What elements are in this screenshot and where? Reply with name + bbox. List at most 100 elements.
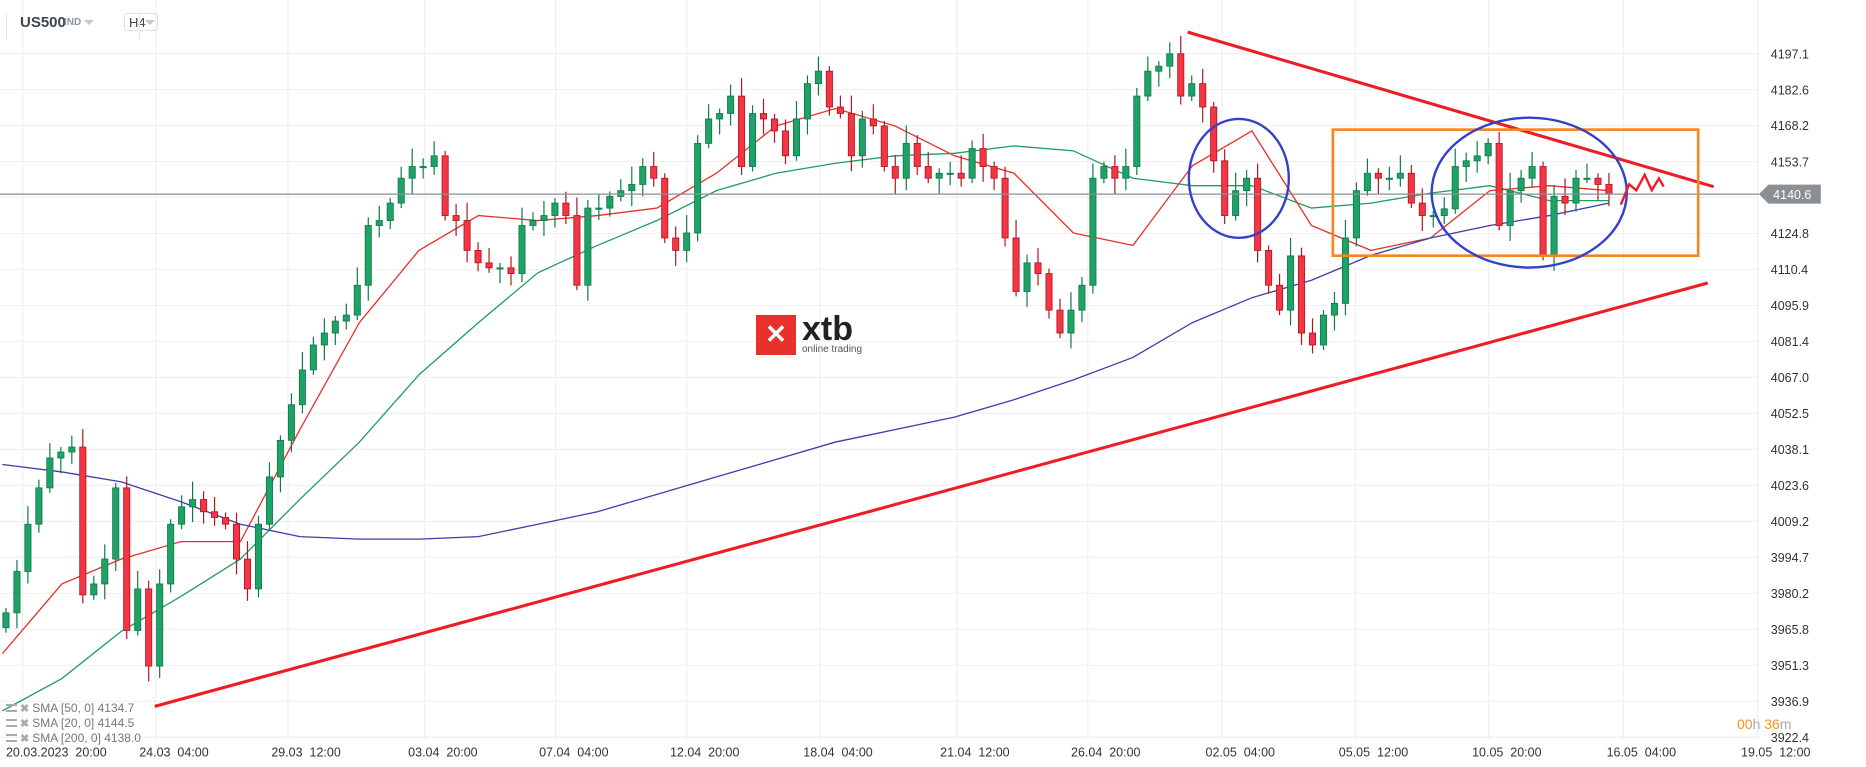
candle-body-up [705,118,713,144]
candle [1232,172,1240,221]
price-tick-label: 4023.6 [1771,479,1809,493]
candle-body-down [979,148,987,167]
candle [529,212,537,231]
candle [1199,68,1207,123]
candle-body-up [1572,177,1580,204]
candle-body-up [803,83,811,120]
candle-body-up [1287,255,1295,311]
candle-body-down [1561,195,1569,204]
candle [518,207,526,283]
candle-body-up [968,148,976,179]
candle [1319,310,1327,350]
remove-icon[interactable]: ✖ [20,732,30,745]
time-tick-label: 26.04 20:00 [1071,745,1141,759]
chevron-down-icon [145,20,155,25]
candle [35,479,43,533]
remove-icon[interactable]: ✖ [20,702,30,715]
candle [1440,197,1448,225]
candle-body-up [287,404,295,441]
candle-body-down [562,202,570,216]
candle [265,462,273,530]
candle-body-down [957,172,965,179]
timeframe-select[interactable]: H4 [124,13,158,31]
candle [1078,277,1086,323]
candle-body-up [1462,160,1470,167]
candle [134,570,142,636]
price-tick-label: 3922.4 [1771,731,1809,745]
candle [408,148,416,194]
consolidation-box [1331,128,1700,257]
candle-body-up [1155,65,1163,72]
candle [1056,298,1064,339]
candle [397,166,405,209]
candle-body-down [452,215,460,221]
candle [1012,220,1020,297]
candle-body-down [507,267,515,274]
candle [1034,248,1042,286]
candle [781,119,790,165]
candle-countdown: 00h 36m [1737,716,1792,732]
candle [935,168,943,194]
candle [694,135,702,242]
candle-body-down [233,523,241,560]
remove-icon[interactable]: ✖ [20,717,30,730]
candle [1166,42,1174,79]
candle-body-down [1034,262,1042,274]
price-tick-label: 4153.7 [1771,155,1809,169]
candle [1133,87,1141,175]
symbol-name[interactable]: US500 [20,14,66,31]
candle-body-down [1221,160,1229,216]
candle [57,447,65,474]
settings-icon[interactable] [6,704,17,712]
candle-body-down [1210,106,1218,162]
candle-body-up [628,184,636,192]
candle-body-up [1440,208,1448,216]
candle-body-down [1539,166,1547,256]
time-tick-label: 02.05 04:00 [1206,745,1276,759]
legend-sma20[interactable]: ✖ SMA [20, 0] 4144.5 [6,716,134,730]
legend-label: SMA [200, 0] 4138.0 [32,731,141,745]
candle-body-up [430,155,438,167]
candle [474,242,482,272]
candle-body-up [298,369,306,406]
price-tick-label: 4067.0 [1771,371,1809,385]
candle-body-up [189,499,197,508]
candle-body-down [781,130,790,157]
candle-body-up [178,506,186,525]
candle [419,158,427,179]
candle [1352,182,1360,247]
candle-body-up [35,487,43,525]
candle [990,161,998,191]
legend-sma50[interactable]: ✖ SMA [50, 0] 4134.7 [6,701,134,715]
candle [1572,170,1580,212]
candle [814,56,822,96]
candle-body-down [880,125,888,167]
legend-sma200[interactable]: ✖ SMA [200, 0] 4138.0 [6,731,141,745]
candle-body-up [375,220,383,226]
candle [792,101,800,161]
candle-body-up [1188,83,1196,97]
candle-body-up [1023,262,1031,292]
price-tick-label: 3980.2 [1771,587,1809,601]
candle [858,110,866,168]
candle [650,151,658,187]
price-tick-label: 3951.3 [1771,659,1809,673]
candle-body-up [364,225,372,286]
candle-body-up [1517,177,1525,192]
logo-tagline: online trading [802,344,863,355]
candle [1111,155,1119,194]
symbol-dropdown-icon[interactable] [84,20,94,25]
candle-body-up [1067,309,1075,334]
time-axis[interactable]: 20.03.2023 20:00 24.03 04:00 29.03 12:00 03… [6,745,1811,759]
candle [342,303,350,330]
price-tick-label: 3936.9 [1771,695,1809,709]
candle [606,191,614,217]
projected-path [1619,172,1665,205]
candle-body-up [529,220,537,226]
candle-body-down [836,106,844,114]
settings-icon[interactable] [6,734,17,742]
price-axis[interactable]: 4197.1 4182.6 4168.2 4153.7 4124.8 4110.4 4095… [1771,47,1809,745]
candle-body-up [617,190,625,197]
settings-icon[interactable] [6,719,17,727]
